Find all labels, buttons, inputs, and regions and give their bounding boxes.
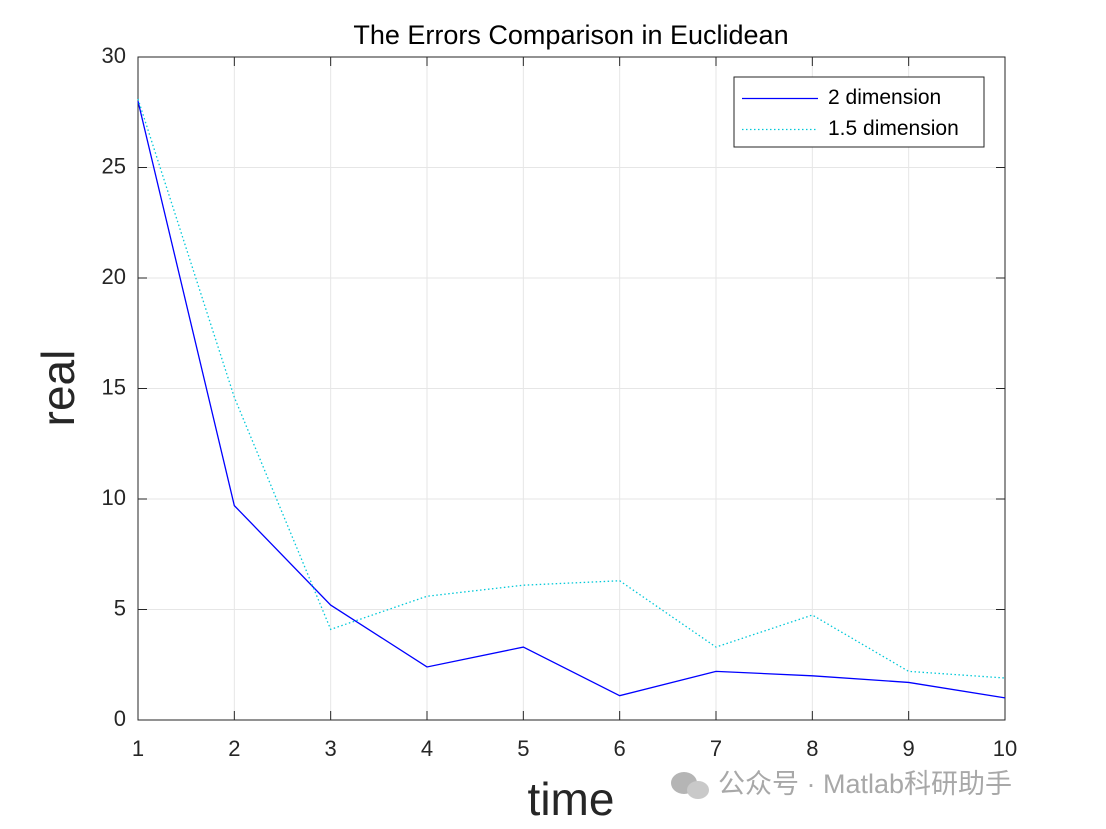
x-tick-label: 10: [993, 736, 1017, 761]
x-tick-label: 7: [710, 736, 722, 761]
x-tick-label: 6: [614, 736, 626, 761]
y-tick-label: 0: [114, 706, 126, 731]
x-tick-label: 9: [903, 736, 915, 761]
legend-label: 2 dimension: [828, 86, 941, 109]
x-tick-label: 4: [421, 736, 433, 761]
y-tick-label: 30: [102, 43, 126, 68]
line-series: [137, 101, 1006, 699]
y-axis-label: real: [32, 350, 84, 427]
x-axis-label: time: [528, 773, 615, 825]
y-tick-label: 25: [102, 153, 126, 178]
chart-title: The Errors Comparison in Euclidean: [353, 20, 788, 50]
watermark: 公众号 · Matlab科研助手: [671, 769, 1012, 799]
plot-frame: [137, 56, 1006, 721]
x-tick-label: 5: [517, 736, 529, 761]
x-tick-label: 3: [325, 736, 337, 761]
watermark-icon: [687, 781, 709, 799]
legend-box: [733, 76, 985, 148]
x-tick-label: 8: [806, 736, 818, 761]
watermark-text: 公众号 · Matlab科研助手: [718, 769, 1012, 799]
y-tick-label: 20: [102, 264, 126, 289]
x-tick-label: 2: [228, 736, 240, 761]
legend: 2 dimension 1.5 dimension: [733, 76, 985, 148]
x-tick-label: 1: [132, 736, 144, 761]
y-tick-label: 15: [102, 374, 126, 399]
legend-label: 1.5 dimension: [828, 117, 959, 140]
y-tick-label: 5: [114, 595, 126, 620]
y-tick-label: 10: [102, 485, 126, 510]
